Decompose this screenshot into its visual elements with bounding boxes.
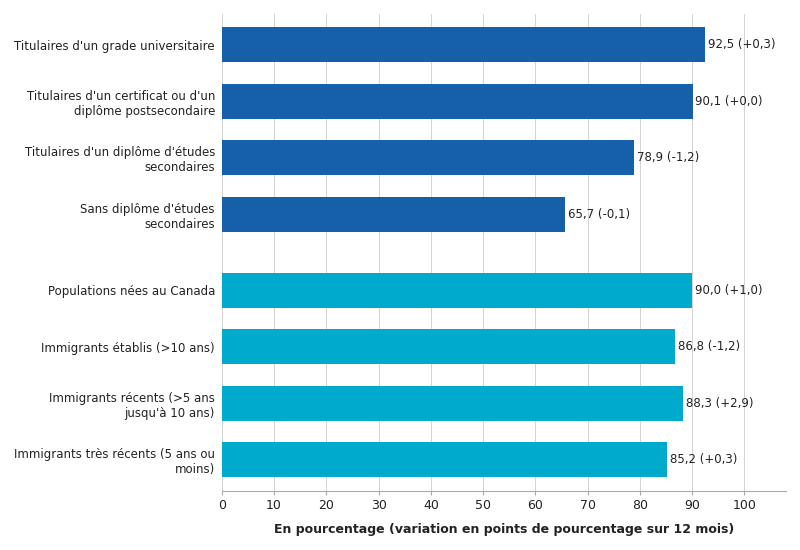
Text: 88,3 (+2,9): 88,3 (+2,9) bbox=[686, 397, 754, 410]
Bar bbox=[222, 84, 693, 119]
Text: 65,7 (-0,1): 65,7 (-0,1) bbox=[568, 208, 630, 221]
Bar bbox=[222, 197, 565, 232]
Text: 85,2 (+0,3): 85,2 (+0,3) bbox=[670, 453, 737, 466]
Text: 92,5 (+0,3): 92,5 (+0,3) bbox=[708, 39, 775, 51]
Bar bbox=[222, 329, 675, 364]
Text: 78,9 (-1,2): 78,9 (-1,2) bbox=[637, 151, 699, 164]
Bar bbox=[222, 386, 683, 421]
Bar bbox=[222, 442, 667, 477]
Text: 90,1 (+0,0): 90,1 (+0,0) bbox=[695, 95, 762, 108]
X-axis label: En pourcentage (variation en points de pourcentage sur 12 mois): En pourcentage (variation en points de p… bbox=[274, 523, 734, 536]
Text: 90,0 (+1,0): 90,0 (+1,0) bbox=[694, 284, 762, 297]
Text: 86,8 (-1,2): 86,8 (-1,2) bbox=[678, 340, 740, 353]
Bar bbox=[222, 273, 692, 308]
Bar bbox=[222, 140, 634, 175]
Bar bbox=[222, 28, 705, 62]
